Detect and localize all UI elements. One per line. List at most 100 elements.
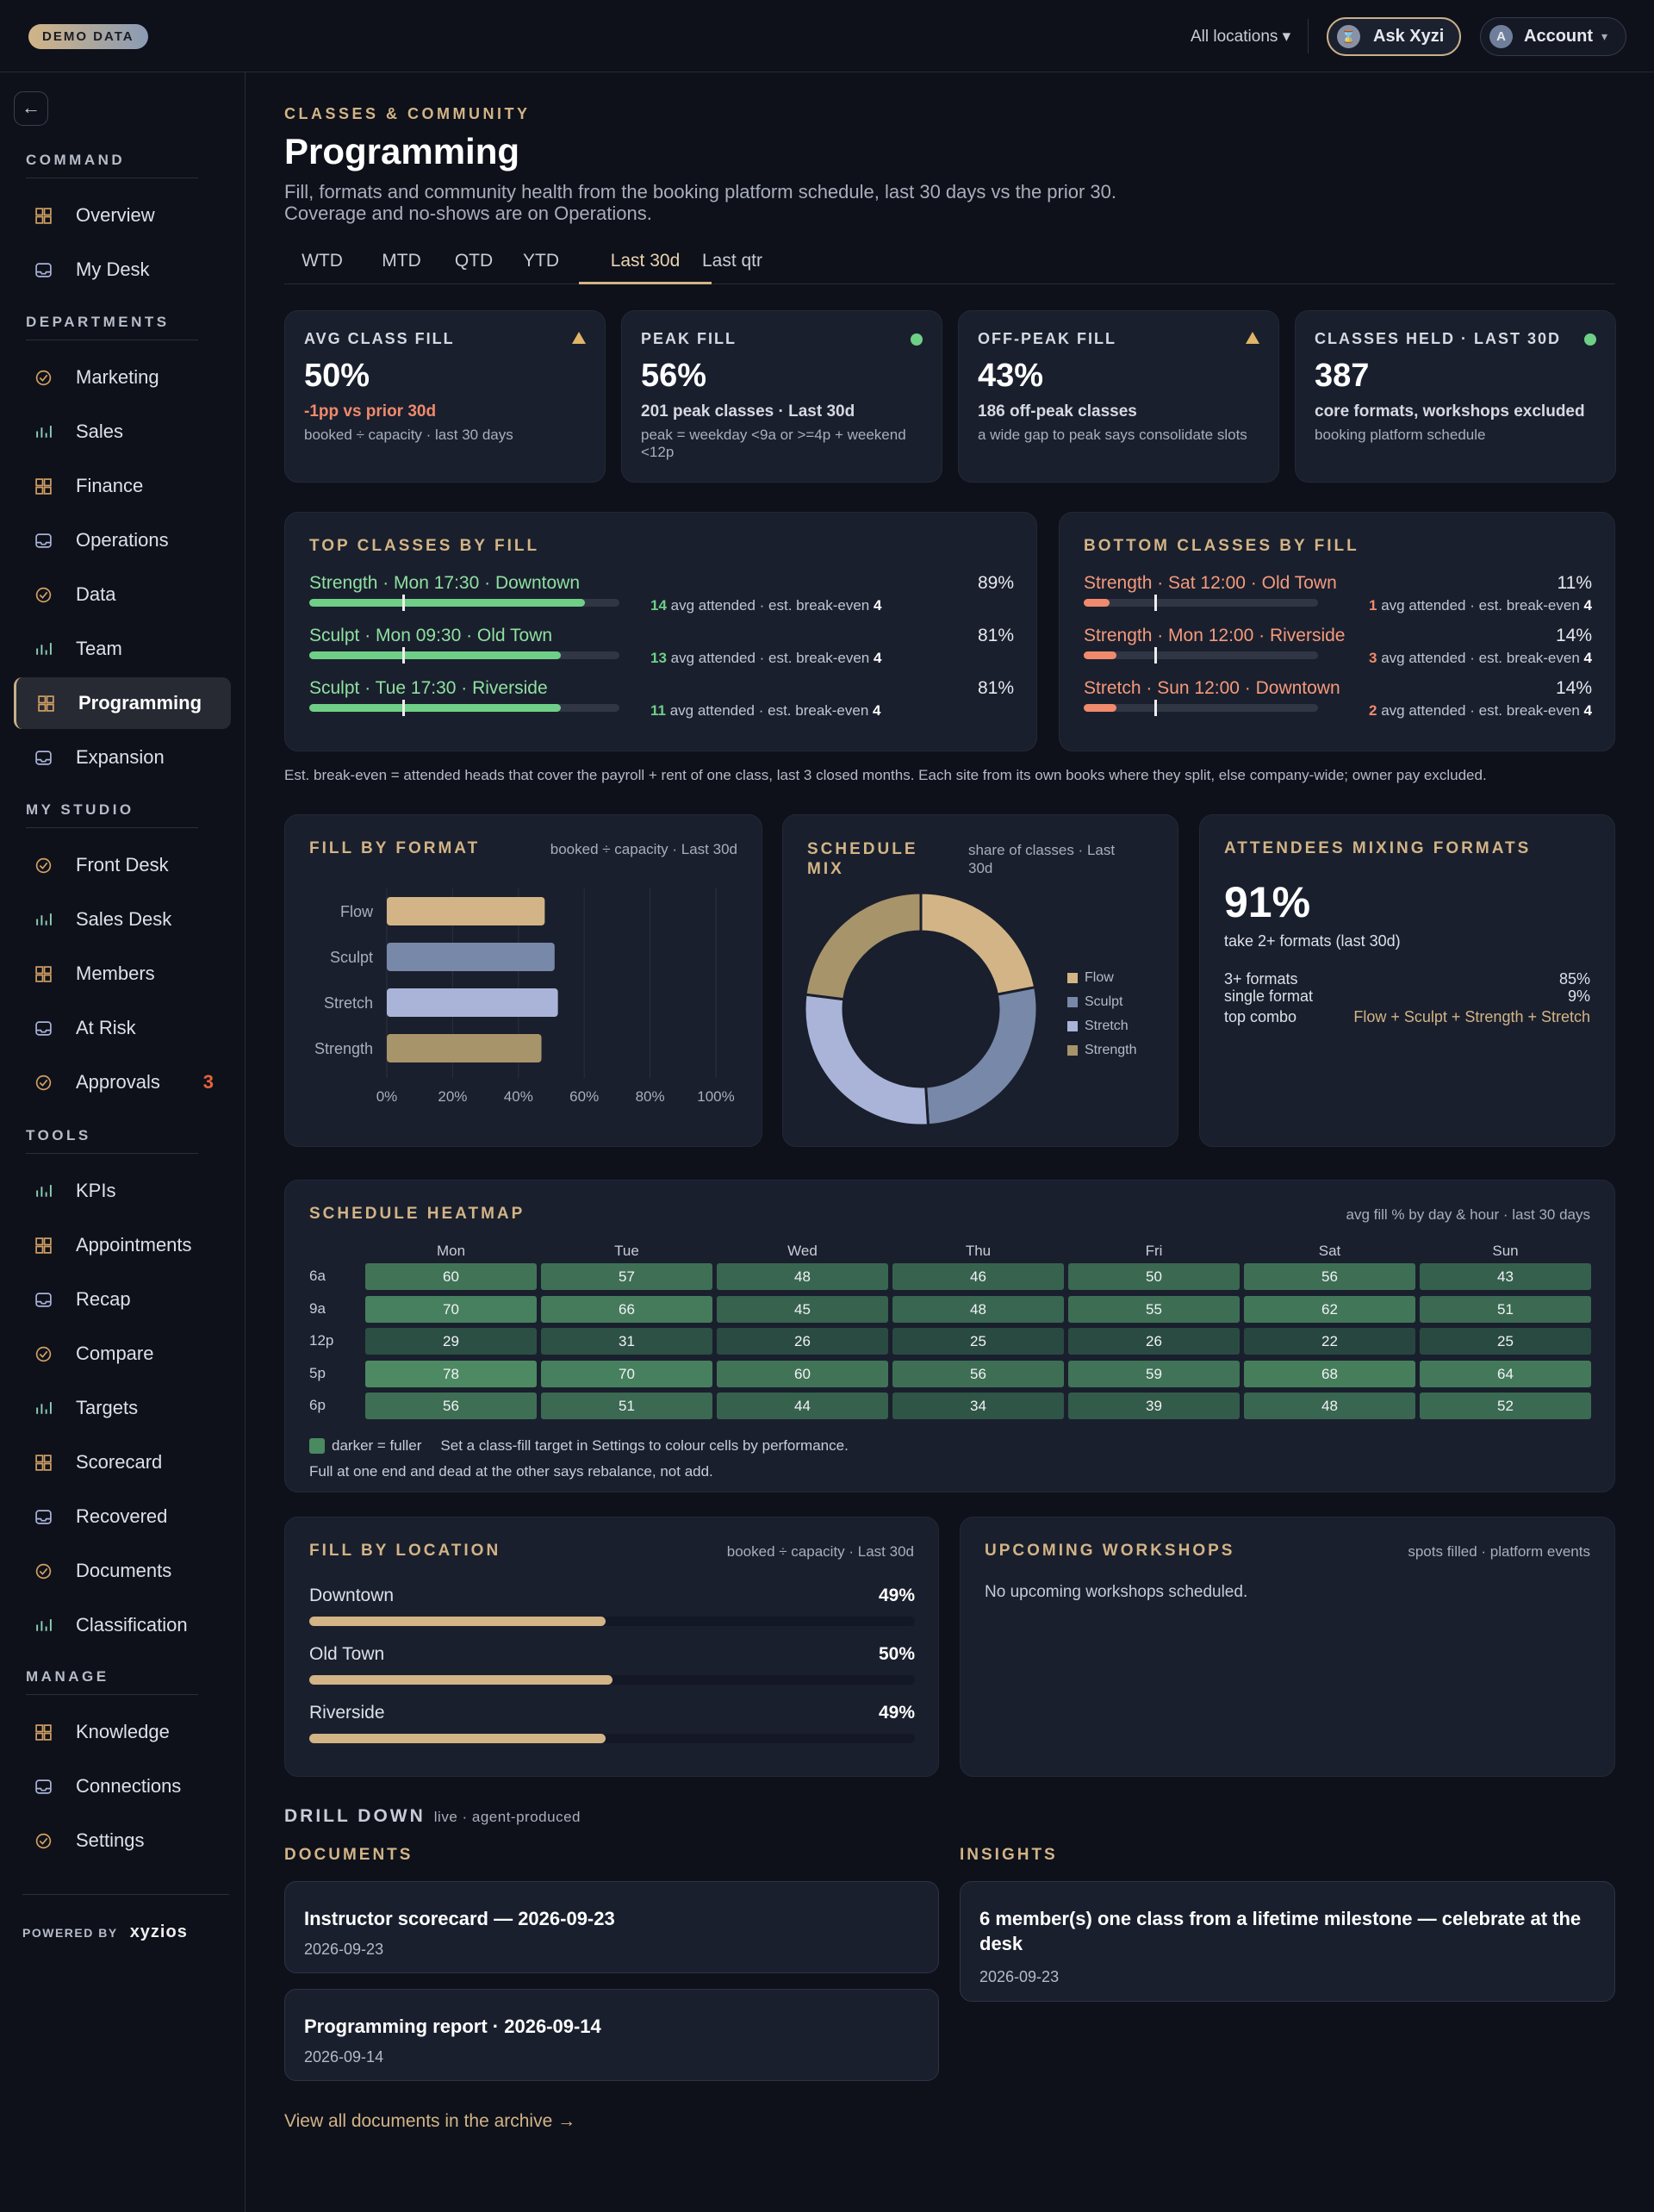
location-fill-percent: 49% bbox=[878, 1586, 915, 1605]
category-label: Strength bbox=[314, 1040, 373, 1057]
kpi-detail: 201 peak classes · Last 30d bbox=[641, 402, 855, 421]
sidebar-item-scorecard[interactable]: Scorecard bbox=[14, 1436, 231, 1488]
gauge-icon bbox=[35, 1455, 52, 1471]
collapse-sidebar-button[interactable]: ← bbox=[14, 91, 48, 126]
tab-last-qtr[interactable]: Last qtr bbox=[701, 251, 763, 271]
sidebar-section-command: COMMAND bbox=[26, 152, 126, 168]
heatmap-cell: 60 bbox=[717, 1360, 888, 1387]
fill-bar bbox=[309, 647, 619, 664]
class-fill-row: Sculpt · Mon 09:30 · Old Town 81% 13 avg a… bbox=[309, 626, 1014, 666]
upcoming-workshops-card: UPCOMING WORKSHOPS spots filled · platfo… bbox=[960, 1517, 1615, 1777]
sidebar-item-sales-desk[interactable]: Sales Desk bbox=[14, 894, 231, 945]
breakeven-marker bbox=[1153, 647, 1157, 664]
sidebar-item-label: Connections bbox=[76, 1775, 182, 1797]
page-subtitle: Fill, formats and community health from … bbox=[284, 181, 1116, 224]
bar-stretch bbox=[387, 988, 558, 1017]
account-menu[interactable]: A Account ▾ bbox=[1480, 17, 1626, 56]
location-fill-bar bbox=[309, 1675, 915, 1685]
tab-qtd[interactable]: QTD bbox=[454, 251, 494, 271]
insight-title: 6 member(s) one class from a lifetime mi… bbox=[979, 1908, 1582, 1954]
ask-xyzi-button[interactable]: ⌛ Ask Xyzi bbox=[1327, 17, 1461, 56]
heatmap-cell: 22 bbox=[1244, 1328, 1415, 1355]
divider bbox=[26, 827, 198, 828]
class-fill-row: Strength · Sat 12:00 · Old Town 11% 1 avg … bbox=[1084, 573, 1592, 614]
sidebar-item-at-risk[interactable]: At Risk bbox=[14, 1002, 231, 1054]
card-title: SCHEDULE HEATMAP bbox=[309, 1205, 525, 1223]
sidebar-item-kpis[interactable]: KPIs bbox=[14, 1165, 231, 1217]
class-fill-row: Sculpt · Tue 17:30 · Riverside 81% 11 avg … bbox=[309, 678, 1014, 719]
chevron-down-icon: ▾ bbox=[1601, 29, 1608, 43]
sidebar-item-operations[interactable]: Operations bbox=[14, 514, 231, 566]
tab-last-30d[interactable]: Last 30d bbox=[579, 248, 712, 284]
locations-dropdown[interactable]: All locations ▾ bbox=[1191, 28, 1291, 46]
approvals-count-badge: 3 bbox=[202, 1071, 214, 1093]
heatmap-hour-label: 6a bbox=[309, 1268, 326, 1284]
sidebar-item-programming[interactable]: Programming bbox=[14, 677, 231, 729]
document-card[interactable]: Programming report · 2026-09-14 2026-09-1… bbox=[284, 1989, 939, 2081]
location-row-old-town: Old Town 50% bbox=[309, 1644, 915, 1687]
sidebar-item-front-desk[interactable]: Front Desk bbox=[14, 839, 231, 891]
heatmap-cell: 25 bbox=[1420, 1328, 1591, 1355]
mixing-row-label: top combo bbox=[1224, 1008, 1297, 1025]
location-fill-percent: 50% bbox=[878, 1644, 915, 1664]
heatmap-day-label: Sat bbox=[1318, 1243, 1341, 1259]
sidebar-item-label: Settings bbox=[76, 1829, 145, 1851]
sidebar-item-finance[interactable]: Finance bbox=[14, 460, 231, 512]
sidebar-item-connections[interactable]: Connections bbox=[14, 1760, 231, 1812]
location-fill-value bbox=[309, 1617, 606, 1626]
sidebar-item-sales[interactable]: Sales bbox=[14, 406, 231, 458]
card-title: FILL BY FORMAT bbox=[309, 839, 481, 857]
legend-hint: Set a class-fill target in Settings to c… bbox=[440, 1437, 849, 1454]
sidebar-item-classification[interactable]: Classification bbox=[14, 1599, 231, 1651]
top-classes-card: TOP CLASSES BY FILL Strength · Mon 17:30… bbox=[284, 512, 1037, 751]
sidebar-item-members[interactable]: Members bbox=[14, 948, 231, 1000]
archive-link[interactable]: View all documents in the archive → bbox=[284, 2111, 576, 2131]
heatmap-cell: 59 bbox=[1068, 1360, 1240, 1387]
sidebar-item-expansion[interactable]: Expansion bbox=[14, 732, 231, 783]
sidebar-item-approvals[interactable]: Approvals 3 bbox=[14, 1056, 231, 1108]
sidebar-item-my-desk[interactable]: My Desk bbox=[14, 244, 231, 296]
fill-bar bbox=[1084, 647, 1318, 664]
card-title: FILL BY LOCATION bbox=[309, 1542, 501, 1560]
kpi-detail: core formats, workshops excluded bbox=[1315, 402, 1585, 421]
sidebar-item-label: Data bbox=[76, 583, 116, 605]
divider bbox=[22, 1894, 229, 1895]
sidebar-item-team[interactable]: Team bbox=[14, 623, 231, 675]
subtitle-line: Coverage and no-shows are on Operations. bbox=[284, 203, 652, 224]
sidebar-section-manage: MANAGE bbox=[26, 1668, 109, 1685]
card-title: UPCOMING WORKSHOPS bbox=[985, 1542, 1235, 1560]
sidebar-item-data[interactable]: Data bbox=[14, 569, 231, 620]
avg-attended: 13 bbox=[650, 650, 667, 666]
sidebar-item-recap[interactable]: Recap bbox=[14, 1274, 231, 1325]
tab-ytd[interactable]: YTD bbox=[523, 251, 559, 271]
sidebar-item-label: Sales Desk bbox=[76, 908, 172, 930]
sidebar-item-compare[interactable]: Compare bbox=[14, 1328, 231, 1380]
kpi-card-avg-class-fill: AVG CLASS FILL 50% -1pp vs prior 30d booked… bbox=[284, 310, 606, 483]
sidebar-item-documents[interactable]: Documents bbox=[14, 1545, 231, 1597]
avg-attended: 11 bbox=[650, 702, 666, 719]
tab-mtd[interactable]: MTD bbox=[382, 251, 421, 271]
class-fill-row: Strength · Mon 17:30 · Downtown 89% 14 avg… bbox=[309, 573, 1014, 614]
sidebar-item-knowledge[interactable]: Knowledge bbox=[14, 1706, 231, 1758]
sidebar-item-label: At Risk bbox=[76, 1017, 136, 1038]
sidebar-item-overview[interactable]: Overview bbox=[14, 190, 231, 241]
sidebar-item-settings[interactable]: Settings bbox=[14, 1815, 231, 1866]
legend-label: Flow bbox=[1085, 970, 1114, 985]
sidebar-item-appointments[interactable]: Appointments bbox=[14, 1219, 231, 1271]
heatmap-cell: 26 bbox=[717, 1328, 888, 1355]
kpi-detail: 186 off-peak classes bbox=[978, 402, 1137, 421]
heatmap-day-label: Mon bbox=[436, 1243, 466, 1259]
sidebar-item-recovered[interactable]: Recovered bbox=[14, 1491, 231, 1542]
legend-swatch bbox=[309, 1438, 325, 1454]
heatmap-cell: 68 bbox=[1244, 1360, 1415, 1387]
heatmap-cell: 48 bbox=[892, 1295, 1064, 1323]
sidebar-item-targets[interactable]: Targets bbox=[14, 1382, 231, 1434]
heatmap-hour-label: 5p bbox=[309, 1364, 326, 1381]
insight-card[interactable]: 6 member(s) one class from a lifetime mi… bbox=[960, 1881, 1615, 2002]
sidebar-item-marketing[interactable]: Marketing bbox=[14, 352, 231, 403]
tab-wtd[interactable]: WTD bbox=[302, 251, 343, 271]
heatmap-cell: 66 bbox=[541, 1295, 712, 1323]
layers-icon bbox=[35, 1237, 52, 1254]
sidebar-item-label: Knowledge bbox=[76, 1721, 170, 1742]
document-card[interactable]: Instructor scorecard — 2026-09-23 2026-09… bbox=[284, 1881, 939, 1973]
